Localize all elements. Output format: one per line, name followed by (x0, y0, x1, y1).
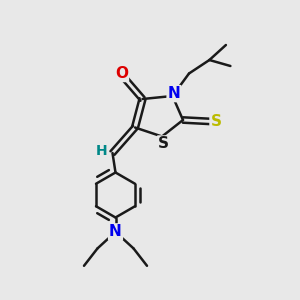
Text: N: N (168, 86, 180, 101)
Text: O: O (115, 66, 128, 81)
Text: H: H (95, 144, 107, 158)
Text: S: S (211, 114, 221, 129)
Text: N: N (109, 224, 122, 239)
Text: S: S (158, 136, 169, 152)
